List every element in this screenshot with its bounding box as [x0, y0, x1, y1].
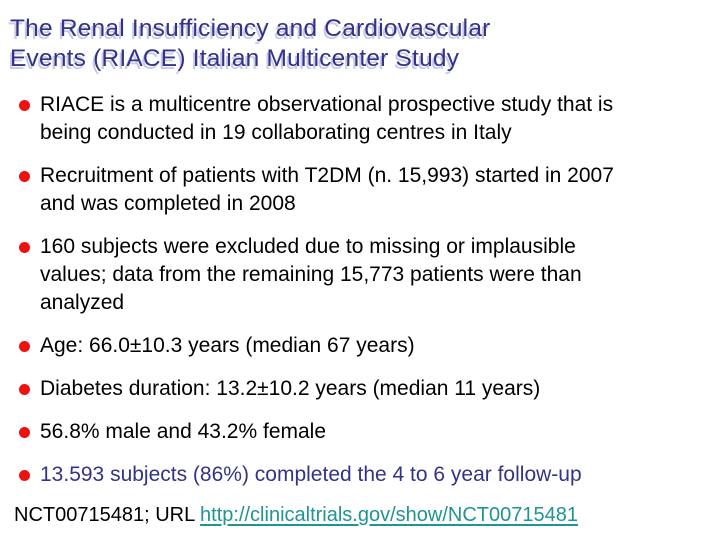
bullet-item: 13.593 subjects (86%) completed the 4 to… [19, 461, 712, 489]
bullet-line: values; data from the remaining 15,773 p… [40, 263, 582, 286]
bullet-line: 160 subjects were excluded due to missin… [40, 235, 576, 258]
bullet-line: being conducted in 19 collaborating cent… [40, 121, 512, 144]
bullet-list: RIACE is a multicentre observational pro… [19, 91, 712, 489]
bullet-line: RIACE is a multicentre observational pro… [40, 93, 614, 116]
bullet-line: Recruitment of patients with T2DM (n. 15… [40, 164, 614, 187]
bullet-item: Diabetes duration: 13.2±10.2 years (medi… [19, 375, 712, 403]
bullet-text: Age: 66.0±10.3 years (median 67 years) [40, 332, 415, 360]
bullet-line: Diabetes duration: 13.2±10.2 years (medi… [40, 377, 541, 400]
bullet-text: 13.593 subjects (86%) completed the 4 to… [40, 461, 582, 489]
bullet-dot-icon [19, 384, 30, 395]
bullet-dot-icon [19, 470, 30, 481]
clinicaltrials-link[interactable]: http://clinicaltrials.gov/show/NCT007154… [200, 504, 578, 526]
bullet-item: RIACE is a multicentre observational pro… [19, 91, 712, 147]
bullet-line: 13.593 subjects (86%) completed the 4 to… [40, 463, 582, 486]
bullet-dot-icon [19, 427, 30, 438]
bullet-dot-icon [19, 341, 30, 352]
bullet-line: analyzed [40, 291, 125, 314]
slide-title-line-1: The Renal Insufficiency and Cardiovascul… [10, 15, 491, 42]
bullet-line: 56.8% male and 43.2% female [40, 420, 327, 443]
bullet-text: Recruitment of patients with T2DM (n. 15… [40, 162, 614, 218]
bullet-item: Age: 66.0±10.3 years (median 67 years) [19, 332, 712, 360]
bullet-item: 160 subjects were excluded due to missin… [19, 233, 712, 317]
bullet-line: Age: 66.0±10.3 years (median 67 years) [40, 334, 415, 357]
bullet-text: 56.8% male and 43.2% female [40, 418, 326, 446]
slide-title: The Renal Insufficiency and Cardiovascul… [10, 14, 712, 74]
footer-registry-id: NCT00715481; URL [14, 504, 201, 526]
slide-title-line-2: Events (RIACE) Italian Multicenter Study [10, 45, 460, 72]
bullet-item: 56.8% male and 43.2% female [19, 418, 712, 446]
bullet-dot-icon [19, 171, 30, 182]
bullet-text: 160 subjects were excluded due to missin… [40, 233, 582, 317]
bullet-line: and was completed in 2008 [40, 192, 296, 215]
bullet-dot-icon [19, 242, 30, 253]
bullet-dot-icon [19, 100, 30, 111]
bullet-item: Recruitment of patients with T2DM (n. 15… [19, 162, 712, 218]
bullet-text: RIACE is a multicentre observational pro… [40, 91, 613, 147]
slide-footer: NCT00715481; URL http://clinicaltrials.g… [14, 502, 578, 528]
bullet-text: Diabetes duration: 13.2±10.2 years (medi… [40, 375, 540, 403]
